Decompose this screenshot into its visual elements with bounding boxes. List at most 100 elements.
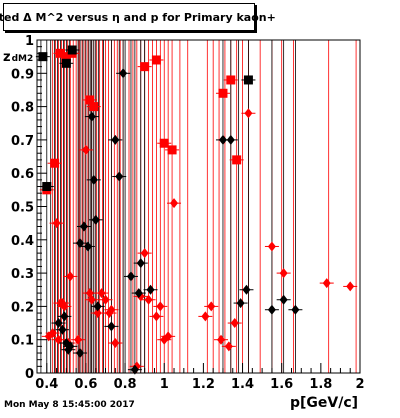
plot-frame: [36, 39, 361, 374]
red-square-marker: [55, 48, 65, 58]
red-diamond-marker: [52, 218, 61, 229]
y-tick-label: 0.3: [11, 267, 34, 282]
black-diamond-marker: [83, 241, 92, 252]
red-diamond-marker: [93, 308, 102, 319]
x-tick-label: 0.4: [35, 377, 58, 392]
red-diamond-marker: [164, 331, 173, 342]
red-diamond-marker: [48, 328, 57, 339]
date-stamp: Mon May 8 15:45:00 2017: [4, 400, 135, 410]
x-axis-label: p[GeV/c]: [290, 395, 359, 411]
y-tick-label: 0.7: [11, 134, 34, 149]
y-axis-label-subscript: dM2: [11, 54, 34, 64]
black-diamond-marker: [119, 68, 128, 79]
red-diamond-marker: [140, 248, 149, 259]
y-tick-label: 0.9: [11, 67, 34, 82]
markers-group: [35, 45, 358, 375]
red-diamond-marker: [144, 294, 153, 305]
red-diamond-marker: [201, 311, 210, 322]
black-square-marker: [67, 45, 77, 55]
x-tick-label: 1.4: [231, 377, 254, 392]
x-tick-label: 0.8: [114, 377, 137, 392]
black-diamond-marker: [291, 304, 300, 315]
red-square-marker: [159, 138, 169, 148]
x-tick-label: 0.6: [74, 377, 97, 392]
red-diamond-marker: [279, 268, 288, 279]
red-diamond-marker: [66, 271, 75, 282]
black-diamond-marker: [89, 174, 98, 185]
red-diamond-marker: [60, 301, 69, 312]
y-tick-label: 0.1: [11, 334, 34, 349]
y-tick-label: 0.5: [11, 201, 34, 216]
black-diamond-marker: [107, 321, 116, 332]
red-square-marker: [167, 145, 177, 155]
red-square-marker: [61, 52, 71, 62]
black-diamond-marker: [76, 348, 85, 359]
red-diamond-marker: [217, 334, 226, 345]
black-diamond-marker: [93, 301, 102, 312]
x-tick-label: 1.8: [309, 377, 332, 392]
red-square-marker: [232, 155, 242, 165]
x-tick-label: 2: [355, 377, 364, 392]
y-tick-label: 0.4: [11, 234, 34, 249]
red-diamond-marker: [97, 288, 106, 299]
black-diamond-marker: [218, 134, 227, 145]
red-diamond-marker: [322, 278, 331, 289]
black-diamond-marker: [79, 221, 88, 232]
red-diamond-marker: [54, 334, 63, 345]
black-diamond-marker: [66, 341, 75, 352]
black-square-marker: [243, 75, 253, 85]
black-diamond-marker: [76, 238, 85, 249]
black-square-marker: [38, 52, 48, 62]
x-tick-label: 1.6: [270, 377, 293, 392]
y-tick-label: 0.6: [11, 167, 34, 182]
black-square-marker: [61, 58, 71, 68]
red-diamond-marker: [101, 294, 110, 305]
black-diamond-marker: [226, 134, 235, 145]
red-square-marker: [151, 55, 161, 65]
red-square-marker: [218, 88, 228, 98]
black-square-marker: [42, 182, 52, 192]
black-diamond-marker: [136, 258, 145, 269]
black-diamond-marker: [126, 271, 135, 282]
red-square-marker: [85, 95, 95, 105]
red-diamond-marker: [346, 281, 355, 292]
black-diamond-marker: [91, 214, 100, 225]
red-square-marker: [89, 102, 99, 112]
black-diamond-marker: [146, 284, 155, 295]
red-diamond-marker: [244, 108, 253, 119]
black-diamond-marker: [54, 318, 63, 329]
axes-group: 0 0.1 0.2 0.3 0.4 0.5 0.6 0.7 0.8 0.9 1 0.4 0.6 0.8 1 1…: [11, 34, 365, 392]
red-diamond-marker: [156, 301, 165, 312]
red-diamond-marker: [111, 338, 120, 349]
black-diamond-marker: [279, 294, 288, 305]
y-tick-label: 0.8: [11, 101, 34, 116]
black-diamond-marker: [60, 311, 69, 322]
red-diamond-marker: [107, 304, 116, 315]
red-diamond-marker: [170, 198, 179, 209]
red-diamond-marker: [224, 341, 233, 352]
black-diamond-marker: [267, 304, 276, 315]
vertical-lines-group: [40, 40, 357, 373]
red-diamond-marker: [74, 334, 83, 345]
y-axis-label: zdM2: [3, 50, 33, 65]
black-diamond-marker: [115, 171, 124, 182]
y-tick-label: 1: [25, 34, 34, 49]
black-diamond-marker: [111, 134, 120, 145]
plot-title: Fitted Δ M^2 versus η and p for Primary …: [0, 10, 276, 24]
red-diamond-marker: [267, 241, 276, 252]
y-tick-label: 0: [25, 367, 34, 382]
black-diamond-marker: [87, 111, 96, 122]
black-diamond-marker: [58, 324, 67, 335]
y-axis-label-main: z: [3, 50, 11, 65]
red-diamond-marker: [81, 144, 90, 155]
red-square-marker: [140, 62, 150, 72]
red-diamond-marker: [230, 318, 239, 329]
black-diamond-marker: [242, 284, 251, 295]
red-square-marker: [226, 75, 236, 85]
red-diamond-marker: [207, 301, 216, 312]
y-tick-label: 0.2: [11, 300, 34, 315]
red-diamond-marker: [87, 294, 96, 305]
black-diamond-marker: [236, 298, 245, 309]
